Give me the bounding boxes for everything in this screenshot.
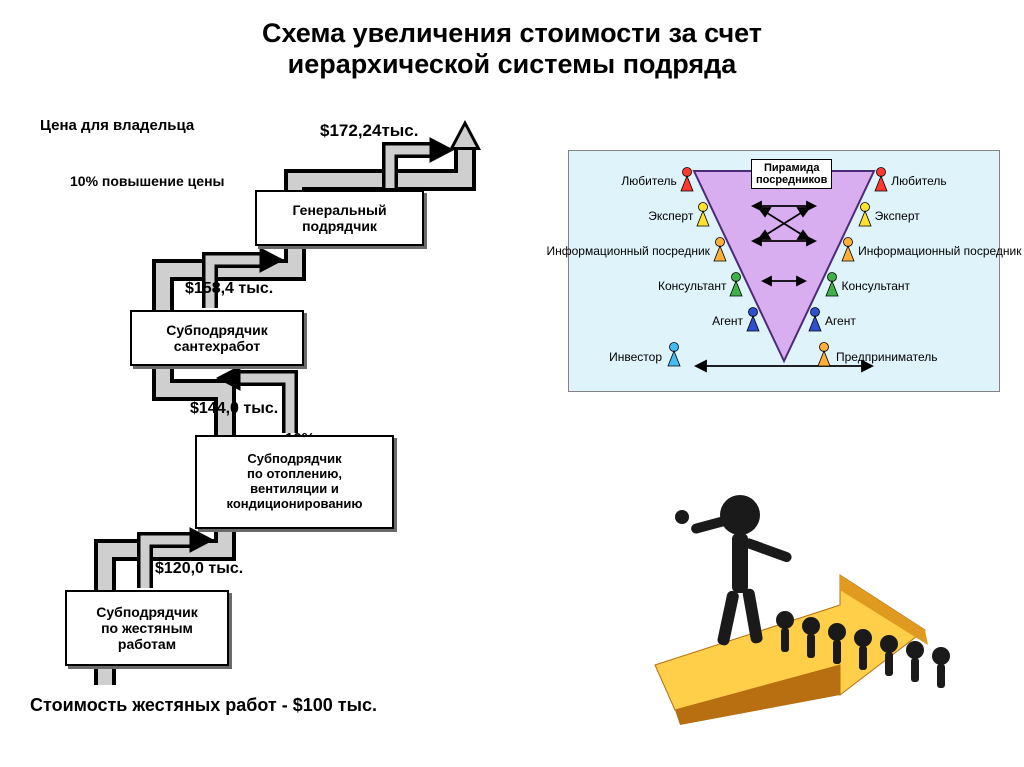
stair-box-3-text: Субподрядчик по отоплению, вентиляции и … <box>226 452 362 512</box>
staircase-diagram: Цена для владельца $172,24тыс. 10% повыш… <box>35 120 495 740</box>
leader-arrow-scene <box>620 445 990 725</box>
price-3: $120,0 тыс. <box>155 560 243 578</box>
bottom-cost-label: Стоимость жестяных работ - $100 тыс. <box>30 695 377 716</box>
title-line2: иерархической системы подряда <box>0 49 1024 80</box>
stair-box-1-text: Генеральный подрядчик <box>292 202 386 234</box>
pyramid-panel: Пирамида посредников ЛюбительЛюбитель Эк… <box>568 150 1000 392</box>
top-price: $172,24тыс. <box>320 121 418 141</box>
pyramid-base-right <box>816 342 832 368</box>
stair-box-3: Субподрядчик по отоплению, вентиляции и … <box>195 435 394 529</box>
page-title: Схема увеличения стоимости за счет иерар… <box>0 18 1024 80</box>
title-line1: Схема увеличения стоимости за счет <box>0 18 1024 49</box>
stair-box-1: Генеральный подрядчик <box>255 190 424 246</box>
increase-note: 10% повышение цены <box>70 173 224 189</box>
pyramid-base-container: Инвестор Предприниматель <box>569 151 999 391</box>
stair-box-2: Субподрядчик сантехработ <box>130 310 304 366</box>
pyramid-base-left <box>666 342 682 368</box>
price-2: $144,0 тыс. <box>190 400 278 418</box>
stair-box-4: Субподрядчик по жестяным работам <box>65 590 229 666</box>
pyramid-base-left-label: Инвестор <box>609 350 662 364</box>
stair-box-4-text: Субподрядчик по жестяным работам <box>96 604 197 652</box>
scene-svg <box>620 445 990 725</box>
pyramid-base-right-label: Предприниматель <box>836 350 937 364</box>
top-owner-label: Цена для владельца <box>40 117 194 134</box>
price-1: $158,4 тыс. <box>185 280 273 298</box>
stair-box-2-text: Субподрядчик сантехработ <box>166 322 267 354</box>
